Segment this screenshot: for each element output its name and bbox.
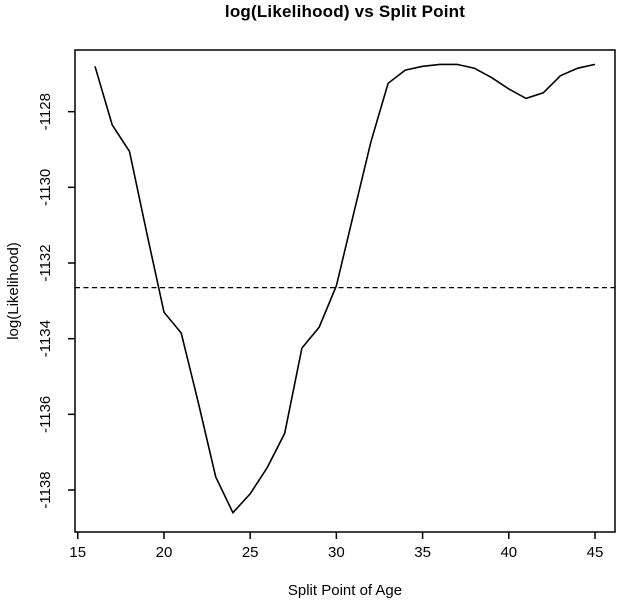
likelihood-curve	[94, 63, 596, 515]
x-tick-label: 30	[328, 544, 345, 561]
x-tick-label: 45	[587, 544, 604, 561]
y-tick-label: -1136	[37, 396, 54, 433]
x-tick-label: 35	[414, 544, 431, 561]
chart-title: log(Likelihood) vs Split Point	[224, 2, 466, 21]
x-tick-label: 15	[69, 544, 86, 561]
y-tick-label: -1132	[37, 244, 54, 281]
y-tick-label: -1134	[37, 320, 54, 357]
x-tick-label: 20	[156, 544, 173, 561]
x-tick-label: 25	[242, 544, 259, 561]
y-tick-label: -1138	[37, 471, 54, 508]
y-tick-label: -1130	[37, 169, 54, 206]
x-axis-title: Split Point of Age	[288, 582, 402, 599]
x-tick-label: 40	[500, 544, 517, 561]
y-axis-title: log(Likelihood)	[5, 242, 22, 340]
plot-border	[74, 49, 616, 533]
y-tick-label: -1128	[37, 93, 54, 130]
